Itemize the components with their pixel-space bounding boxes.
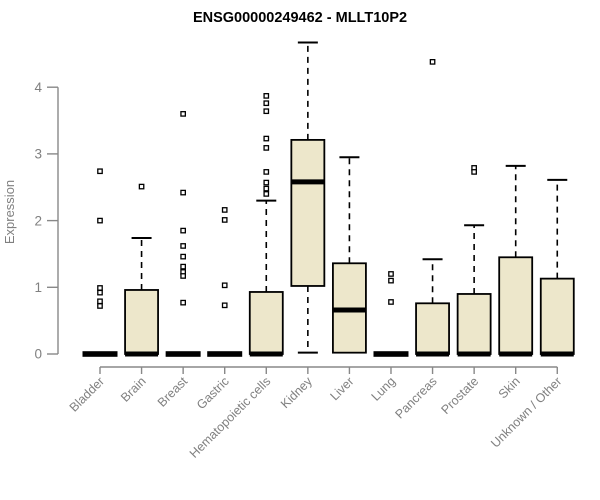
y-tick-label-3: 3 (34, 147, 42, 162)
x-tick-label-unknown-other: Unknown / Other (488, 374, 564, 450)
box-unknown-other (539, 178, 575, 357)
y-tick-label-1: 1 (34, 280, 42, 295)
x-tick-label-prostate: Prostate (438, 374, 481, 417)
outlier-point (263, 108, 270, 115)
x-tick-label-breast: Breast (155, 374, 191, 410)
outlier-point (180, 111, 186, 117)
collapsed-box (373, 351, 409, 357)
boxes (82, 41, 575, 357)
x-tick-label-skin: Skin (496, 374, 523, 401)
outlier-point (138, 183, 145, 190)
box-breast (165, 111, 201, 357)
y-axis-label: Expression (2, 180, 17, 244)
x-tick-label-kidney: Kidney (278, 374, 315, 411)
outlier-point (263, 100, 270, 107)
outlier-point (263, 179, 270, 186)
outlier-point (263, 169, 270, 175)
outlier-point (221, 302, 228, 309)
iqr-box (248, 291, 284, 355)
x-tick-label-brain: Brain (118, 374, 149, 405)
outlier-point (97, 168, 103, 175)
outlier-point (263, 135, 270, 142)
box-lung (373, 271, 409, 357)
iqr-box (539, 277, 575, 355)
outlier-point (180, 253, 186, 260)
box-brain (124, 183, 159, 357)
y-tick-label-0: 0 (34, 347, 42, 362)
box-liver (332, 156, 367, 354)
outlier-point (263, 185, 270, 192)
outlier-point (388, 299, 394, 305)
outlier-point (97, 217, 103, 224)
outlier-point (97, 303, 103, 309)
outlier-point (180, 189, 186, 196)
box-pancreas (415, 59, 450, 357)
outlier-point (429, 59, 436, 65)
iqr-box (290, 138, 326, 287)
outlier-point (180, 263, 186, 270)
outlier-point (180, 273, 186, 279)
x-tick-label-pancreas: Pancreas (392, 374, 439, 421)
box-skin (498, 164, 534, 357)
outlier-point (180, 243, 186, 249)
outlier-point (180, 299, 186, 306)
box-bladder (82, 168, 118, 357)
iqr-box (456, 293, 492, 355)
outlier-point (221, 207, 228, 213)
x-tick-label-liver: Liver (327, 374, 356, 403)
outlier-point (471, 169, 477, 175)
x-tick-label-hematopoietic-cells: Hematopoietic cells (187, 374, 274, 461)
outlier-point (180, 227, 186, 234)
chart-title: ENSG00000249462 - MLLT10P2 (193, 10, 407, 26)
outlier-point (97, 285, 103, 291)
iqr-box (415, 302, 450, 355)
y-tick-label-4: 4 (34, 80, 42, 95)
iqr-box (124, 289, 159, 355)
outlier-point (97, 298, 103, 305)
box-hematopoietic-cells (248, 93, 284, 357)
outlier-point (388, 277, 394, 284)
outlier-point (97, 289, 103, 296)
box-gastric (207, 207, 243, 357)
outlier-point (263, 191, 270, 197)
x-tick-label-lung: Lung (369, 374, 399, 404)
outlier-point (263, 93, 270, 99)
x-tick-label-bladder: Bladder (67, 374, 107, 414)
y-tick-label-2: 2 (34, 213, 42, 228)
box-kidney (290, 41, 326, 354)
collapsed-box (165, 351, 201, 357)
outlier-point (221, 217, 228, 223)
box-prostate (456, 165, 492, 357)
iqr-box (498, 256, 534, 355)
outlier-point (221, 282, 228, 289)
outlier-point (388, 271, 394, 277)
outlier-point (263, 145, 270, 151)
collapsed-box (82, 351, 118, 357)
x-tick-label-gastric: Gastric (194, 374, 232, 412)
collapsed-box (207, 351, 243, 357)
